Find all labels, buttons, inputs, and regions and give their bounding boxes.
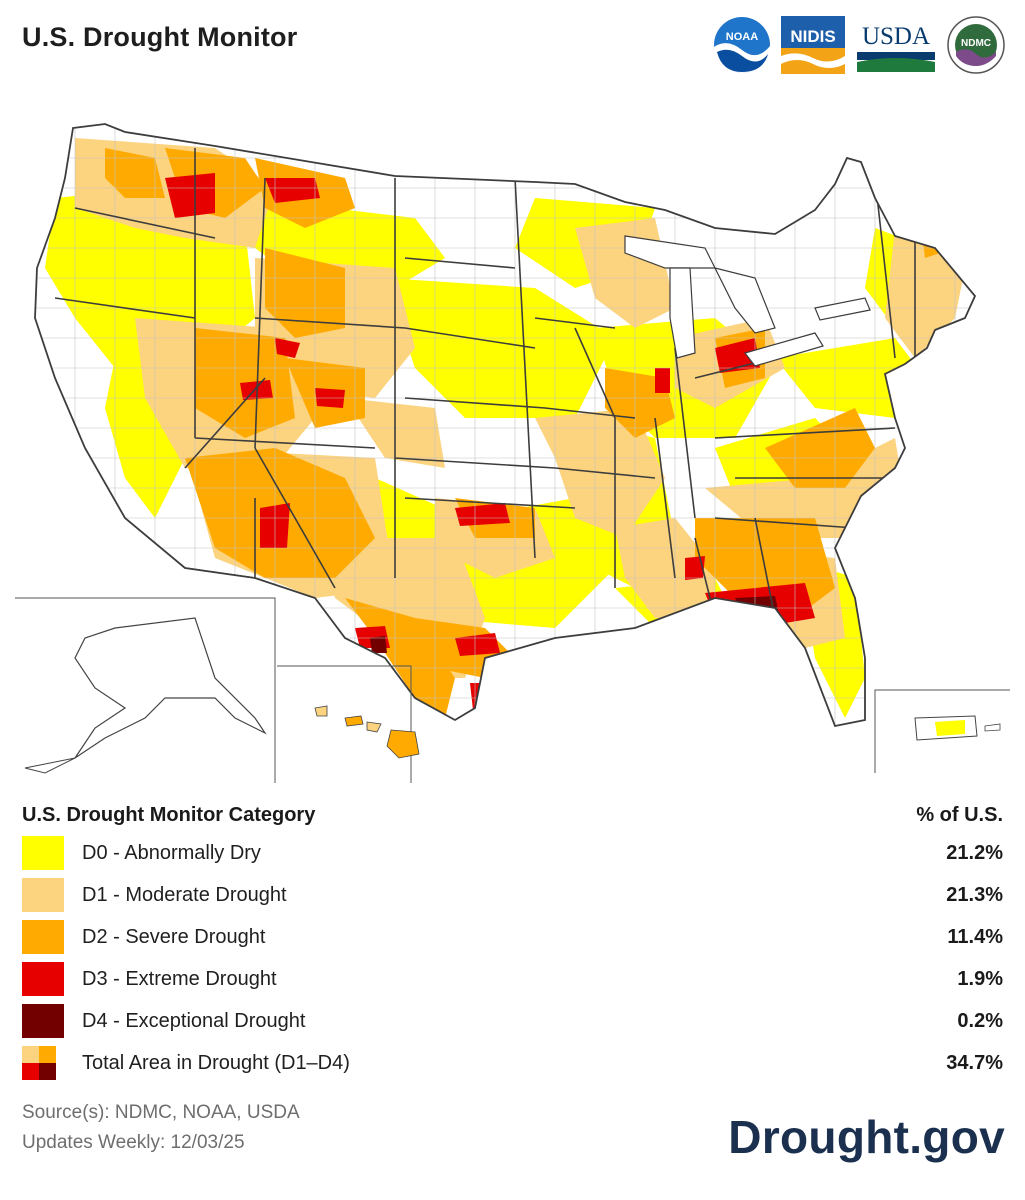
legend-label: D4 - Exceptional Drought	[82, 1009, 306, 1032]
state-borders	[54, 148, 916, 619]
legend-row-total: Total Area in Drought (D1–D4) 34.7%	[22, 1042, 1003, 1084]
usda-logo-text: USDA	[862, 23, 930, 50]
legend-label: D3 - Extreme Drought	[82, 967, 277, 990]
page-title: U.S. Drought Monitor	[22, 22, 298, 52]
total-drought-swatch	[22, 1046, 56, 1080]
partner-logos: NOAA NIDIS USDA NDMC	[713, 16, 1005, 74]
legend-row-d4: D4 - Exceptional Drought 0.2%	[22, 1000, 1003, 1042]
legend-percent: 1.9%	[957, 967, 1003, 990]
legend-label: D2 - Severe Drought	[82, 925, 266, 948]
legend-percent: 0.2%	[957, 1009, 1003, 1032]
legend-row-d0: D0 - Abnormally Dry 21.2%	[22, 832, 1003, 874]
legend-total-label: Total Area in Drought (D1–D4)	[82, 1051, 350, 1074]
legend-label: D1 - Moderate Drought	[82, 883, 287, 906]
legend-percent: 11.4%	[947, 925, 1003, 948]
legend-label: D0 - Abnormally Dry	[82, 841, 261, 864]
d4-swatch	[22, 1004, 64, 1038]
legend-row-d3: D3 - Extreme Drought 1.9%	[22, 958, 1003, 1000]
footer-source: Source(s): NDMC, NOAA, USDA Updates Week…	[22, 1098, 300, 1158]
nidis-logo-icon[interactable]: NIDIS	[781, 16, 845, 74]
legend-percent: 21.2%	[946, 841, 1003, 864]
ndmc-logo-icon[interactable]: NDMC	[947, 16, 1005, 74]
d3-swatch	[22, 962, 64, 996]
legend: U.S. Drought Monitor Category % of U.S. …	[22, 798, 1003, 1084]
legend-total-percent: 34.7%	[946, 1051, 1003, 1074]
puerto-rico-inset	[874, 689, 1010, 773]
d1-swatch	[22, 878, 64, 912]
legend-percent: 21.3%	[946, 883, 1003, 906]
noaa-logo-icon[interactable]: NOAA	[713, 16, 771, 74]
legend-row-d2: D2 - Severe Drought 11.4%	[22, 916, 1003, 958]
site-link[interactable]: Drought.gov	[728, 1111, 1005, 1163]
noaa-logo-text: NOAA	[726, 31, 758, 43]
source-text: Source(s): NDMC, NOAA, USDA	[22, 1102, 300, 1123]
alaska-inset	[15, 597, 276, 783]
legend-header: U.S. Drought Monitor Category % of U.S.	[22, 798, 1003, 832]
usda-logo-icon[interactable]: USDA	[855, 16, 937, 74]
d2-swatch	[22, 920, 64, 954]
drought-map	[15, 123, 1010, 783]
hawaii-inset	[277, 665, 420, 783]
ndmc-logo-text: NDMC	[961, 38, 991, 49]
d0-swatch	[22, 836, 64, 870]
legend-heading: U.S. Drought Monitor Category	[22, 803, 316, 826]
legend-value-heading: % of U.S.	[916, 803, 1003, 826]
nidis-logo-text: NIDIS	[790, 27, 835, 46]
update-text: Updates Weekly: 12/03/25	[22, 1132, 245, 1153]
legend-row-d1: D1 - Moderate Drought 21.3%	[22, 874, 1003, 916]
great-lakes	[624, 235, 871, 367]
